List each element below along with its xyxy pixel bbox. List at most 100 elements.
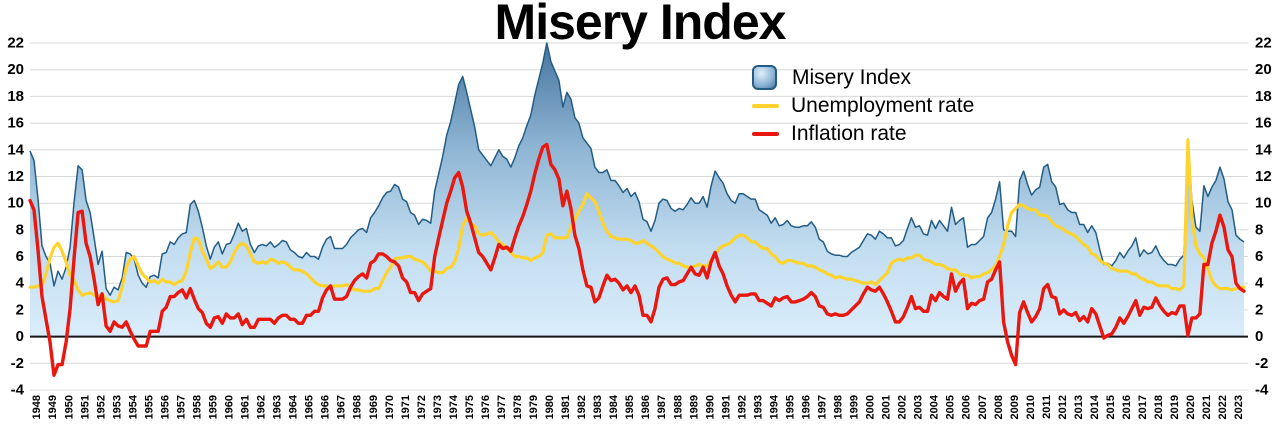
legend-item-inflation-rate: Inflation rate [752, 120, 974, 147]
x-tick-label: 2023 [1233, 395, 1245, 419]
unemployment-line-swatch [752, 103, 779, 108]
x-tick-label: 1957 [175, 395, 187, 419]
x-tick-label: 1985 [624, 395, 636, 419]
x-tick-label: 1995 [784, 395, 796, 419]
x-tick-label: 2008 [993, 395, 1005, 419]
x-tick-label: 1958 [192, 395, 204, 419]
x-tick-label: 2022 [1217, 395, 1229, 419]
x-tick-label: 2021 [1201, 395, 1213, 419]
x-tick-label: 1978 [512, 395, 524, 419]
misery-index-outline [29, 42, 1245, 296]
x-tick-label: 1991 [720, 395, 732, 419]
y-tick-label-right: 8 [1255, 221, 1263, 238]
x-tick-label: 1959 [208, 395, 220, 419]
x-tick-label: 1971 [400, 395, 412, 419]
y-tick-label-left: 10 [7, 195, 24, 212]
y-tick-label-right: 22 [1255, 35, 1272, 52]
x-tick-label: 1972 [416, 395, 428, 419]
x-tick-label: 1960 [224, 395, 236, 419]
x-tick-label: 2002 [897, 395, 909, 419]
x-tick-label: 1975 [464, 395, 476, 419]
x-tick-label: 2001 [881, 395, 893, 419]
x-tick-label: 1977 [496, 395, 508, 419]
legend-item-misery-index: Misery Index [752, 64, 974, 91]
x-tick-label: 1992 [736, 395, 748, 419]
x-tick-label: 1999 [849, 395, 861, 419]
x-tick-label: 1979 [528, 395, 540, 419]
x-tick-label: 1974 [448, 394, 460, 419]
x-tick-label: 1969 [368, 395, 380, 419]
x-tick-label: 1965 [304, 395, 316, 419]
legend-item-unemployment-rate: Unemployment rate [752, 92, 974, 119]
y-tick-label-left: 6 [16, 248, 24, 265]
x-tick-label: 1948 [31, 395, 43, 419]
x-tick-label: 1982 [576, 395, 588, 419]
y-tick-label-right: 0 [1255, 328, 1263, 345]
y-tick-label-right: 4 [1255, 275, 1264, 292]
y-tick-label-right: 10 [1255, 195, 1272, 212]
inflation-rate-line [28, 142, 1246, 377]
x-tick-label: 1997 [817, 395, 829, 419]
x-tick-label: 2016 [1121, 395, 1133, 419]
x-tick-label: 1950 [63, 395, 75, 419]
x-tick-label: 1976 [480, 395, 492, 419]
x-tick-label: 2005 [945, 395, 957, 419]
x-tick-label: 1953 [111, 395, 123, 419]
x-tick-label: 1954 [127, 394, 139, 419]
x-tick-label: 2007 [977, 395, 989, 419]
y-tick-label-left: 22 [7, 35, 24, 52]
x-tick-label: 1986 [640, 395, 652, 419]
x-tick-label: 1988 [672, 395, 684, 419]
y-tick-label-left: -2 [11, 355, 24, 372]
legend-label-unemployment-rate: Unemployment rate [791, 93, 975, 117]
y-tick-label-left: 14 [7, 141, 24, 158]
inflation-line-swatch [752, 131, 779, 136]
x-tick-label: 2006 [961, 395, 973, 419]
y-tick-label-left: -4 [11, 382, 25, 399]
x-tick-label: 1980 [544, 395, 556, 419]
x-tick-label: 2013 [1073, 395, 1085, 419]
y-tick-label-right: 20 [1255, 61, 1272, 78]
x-tick-label: 1970 [384, 395, 396, 419]
x-tick-label: 2000 [865, 395, 877, 419]
x-tick-label: 2018 [1153, 395, 1165, 419]
y-tick-label-right: 18 [1255, 88, 1272, 105]
x-tick-label: 2012 [1057, 395, 1069, 419]
x-tick-label: 1993 [752, 395, 764, 419]
x-tick-label: 1998 [833, 395, 845, 419]
misery-index-area-swatch [752, 65, 777, 90]
x-tick-label: 2004 [929, 394, 941, 419]
y-tick-label-right: 2 [1255, 301, 1263, 318]
x-tick-label: 2015 [1105, 395, 1117, 419]
y-tick-label-left: 4 [16, 275, 25, 292]
legend-label-misery-index: Misery Index [792, 65, 912, 89]
x-tick-label: 1989 [688, 395, 700, 419]
y-tick-label-left: 20 [7, 61, 24, 78]
x-tick-label: 1963 [272, 395, 284, 419]
legend: Misery Index Unemployment rate Inflation… [752, 64, 974, 147]
x-tick-label: 1956 [159, 395, 171, 419]
y-tick-label-right: 16 [1255, 115, 1272, 132]
chart-title: Misery Index [494, 0, 787, 50]
x-tick-label: 1952 [95, 395, 107, 419]
y-tick-label-left: 16 [7, 115, 24, 132]
x-tick-label: 2020 [1185, 395, 1197, 419]
x-tick-label: 1983 [592, 395, 604, 419]
y-tick-label-left: 2 [16, 301, 24, 318]
x-tick-label: 1996 [801, 395, 813, 419]
y-tick-label-right: -2 [1255, 355, 1268, 372]
x-tick-label: 1961 [240, 395, 252, 419]
y-tick-label-right: 6 [1255, 248, 1263, 265]
unemployment-rate-line [28, 138, 1246, 304]
x-tick-label: 1981 [560, 395, 572, 419]
x-tick-label: 2017 [1137, 395, 1149, 419]
x-tick-label: 1990 [704, 395, 716, 419]
x-tick-label: 1987 [656, 395, 668, 419]
x-tick-label: 1955 [143, 395, 155, 419]
x-tick-label: 2014 [1089, 394, 1101, 419]
x-tick-label: 1994 [768, 394, 780, 419]
x-tick-label: 1964 [288, 394, 300, 419]
y-tick-label-right: 14 [1255, 141, 1272, 158]
x-tick-label: 1962 [256, 395, 268, 419]
